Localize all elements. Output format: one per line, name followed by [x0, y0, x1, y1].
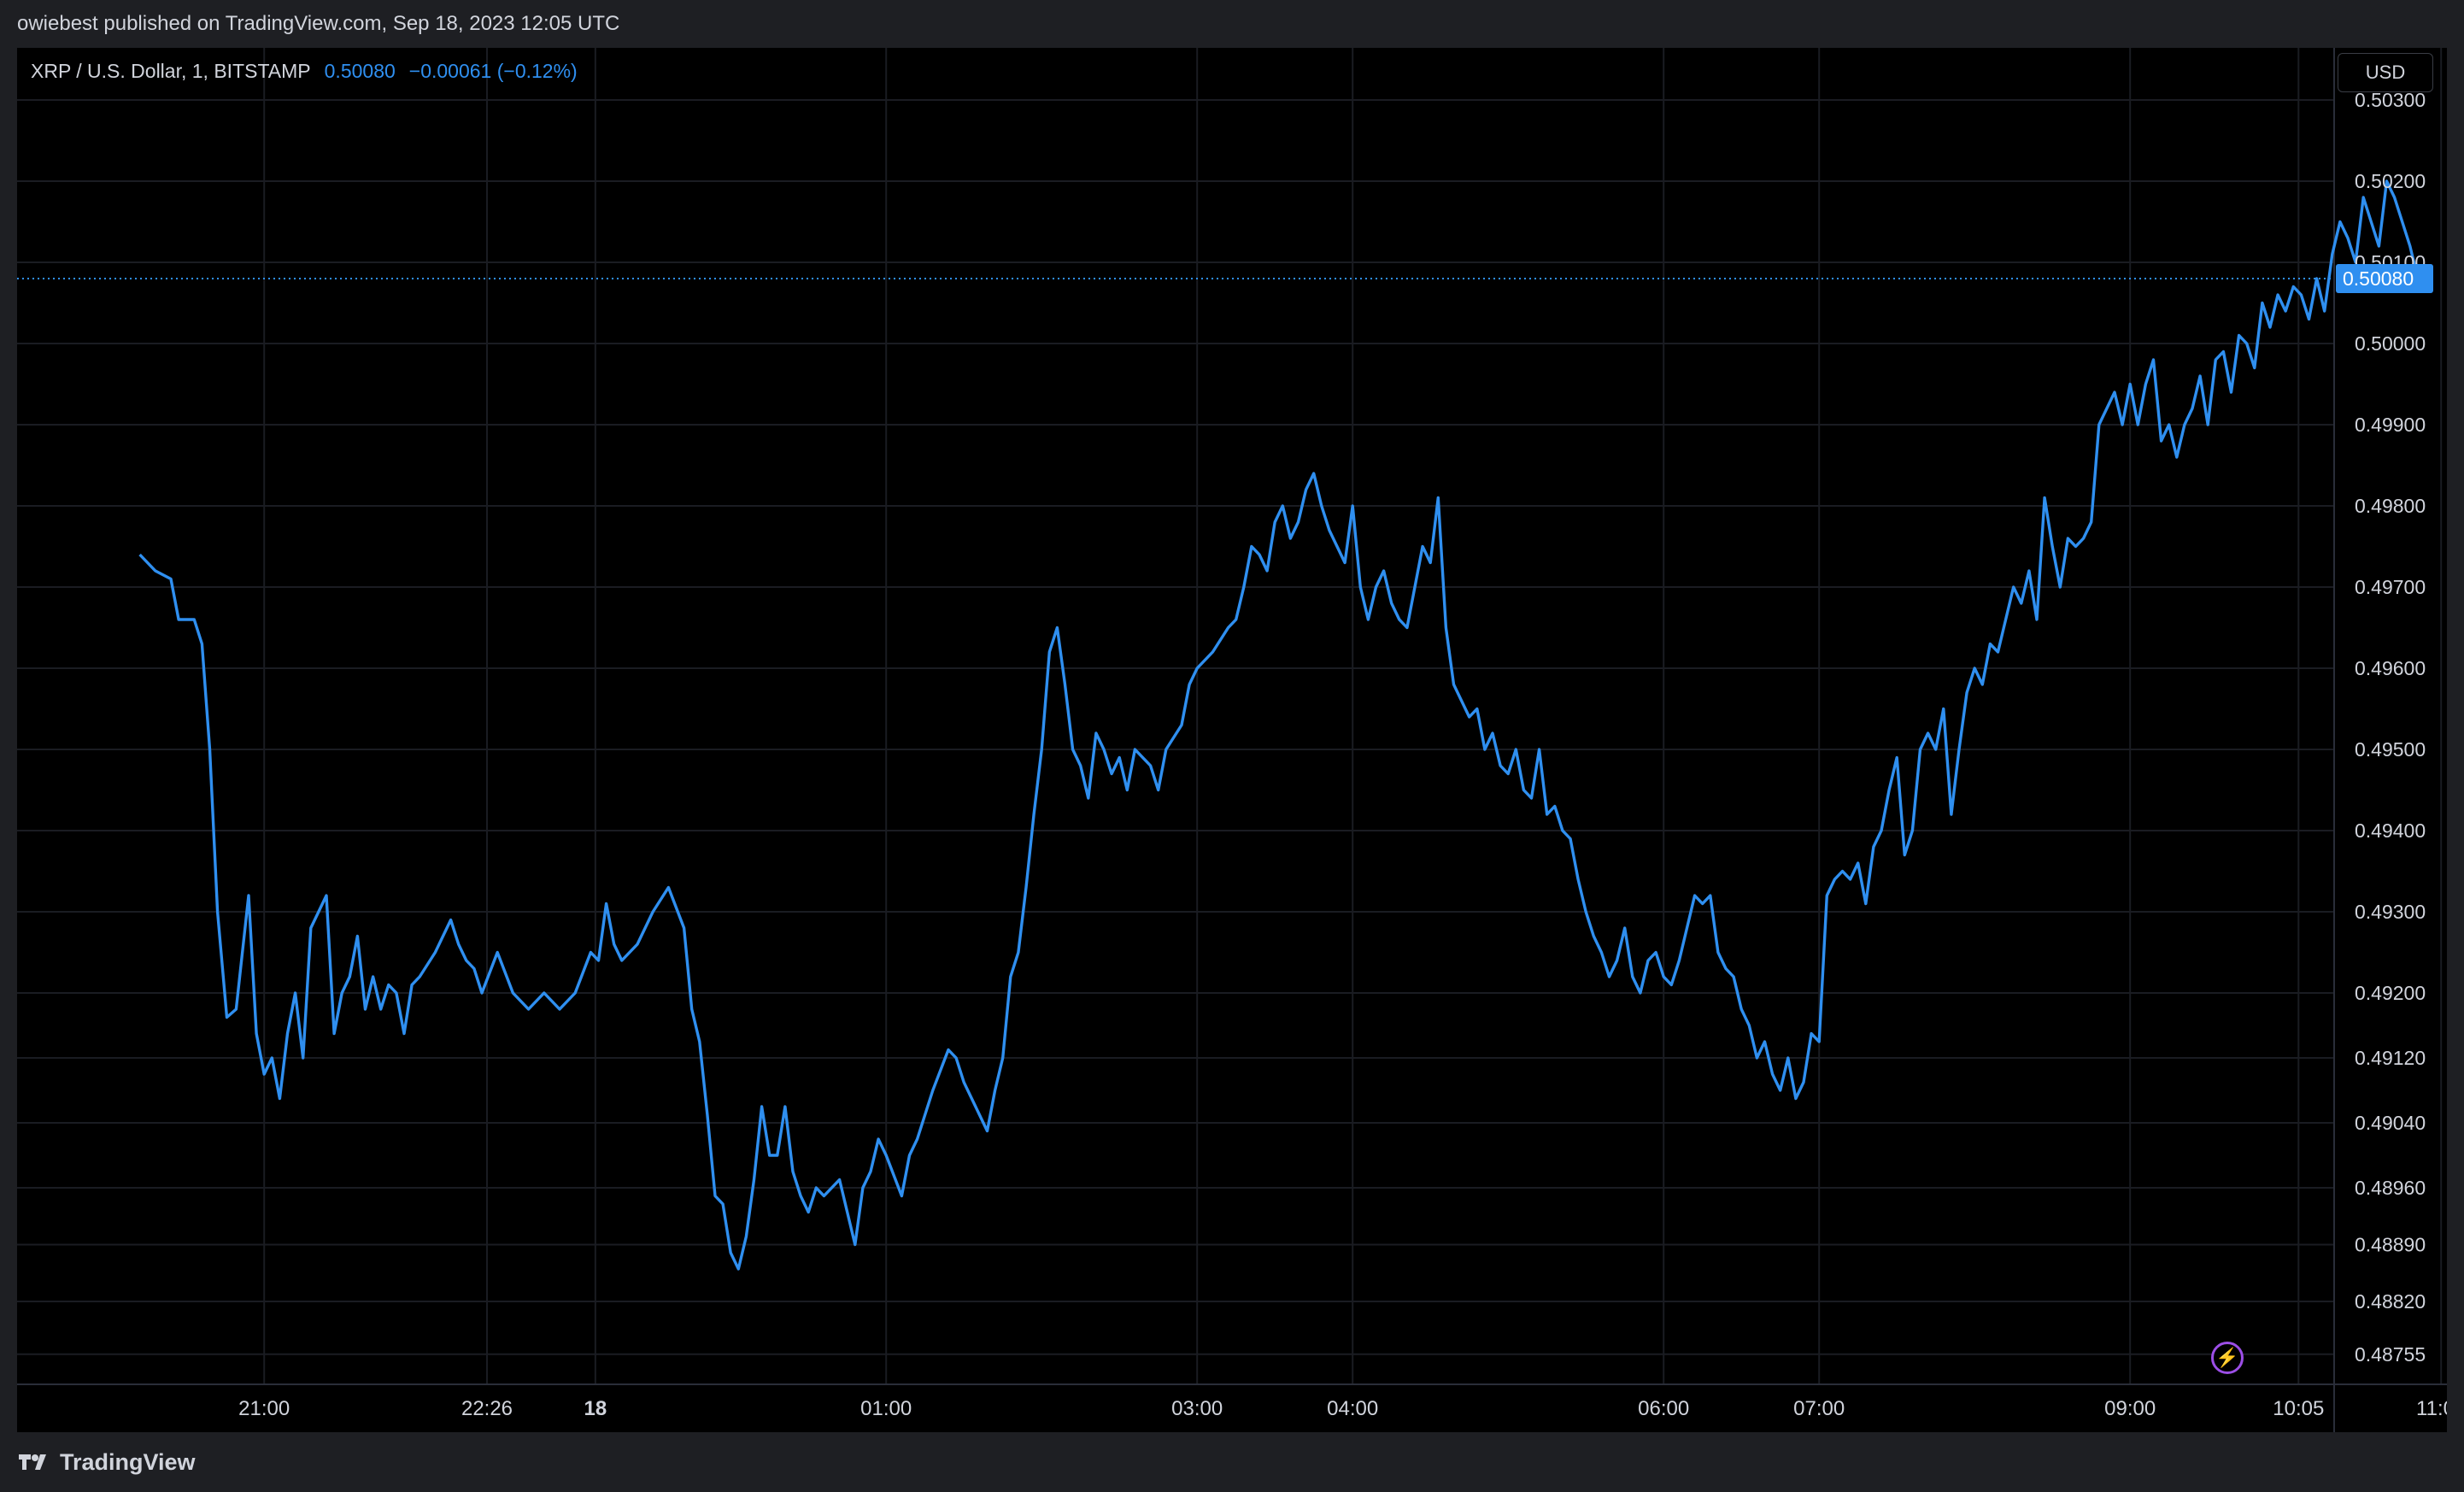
price-axis-label: 0.49900: [2355, 414, 2426, 436]
price-line-series[interactable]: [138, 179, 2420, 1271]
price-axis-label: 0.48820: [2355, 1290, 2426, 1313]
time-axis-label: 09:00: [2104, 1397, 2156, 1420]
price-axis-label: 0.49500: [2355, 738, 2426, 761]
time-axis-label: 01:00: [860, 1397, 912, 1420]
publisher-text: owiebest published on TradingView.com, S…: [17, 12, 620, 35]
time-axis-label: 22:26: [461, 1397, 513, 1420]
footer: TradingView: [0, 1432, 2464, 1492]
chart-area[interactable]: 0.50300 0.50200 0.50100 0.50000 0.49900 0.498…: [17, 48, 2447, 1432]
time-axis-label: 06:00: [1638, 1397, 1689, 1420]
symbol-legend: XRP / U.S. Dollar, 1, BITSTAMP 0.50080 −…: [31, 60, 578, 83]
price-chart[interactable]: 0.503000.502000.501000.500000.499000.498…: [17, 48, 2447, 1432]
symbol-title[interactable]: XRP / U.S. Dollar, 1, BITSTAMP: [31, 60, 311, 82]
publisher-header: owiebest published on TradingView.com, S…: [0, 0, 2464, 48]
price-axis-label: 0.48960: [2355, 1177, 2426, 1199]
last-price: 0.50080: [324, 60, 396, 82]
time-axis-label: 10:05: [2273, 1397, 2324, 1420]
time-axis-label: 03:00: [1171, 1397, 1223, 1420]
price-axis-label: 0.50000: [2355, 332, 2426, 355]
lightning-icon[interactable]: ⚡: [2211, 1342, 2244, 1374]
price-axis-label: 0.49700: [2355, 576, 2426, 598]
time-axis-label: 11:00: [2416, 1397, 2447, 1420]
currency-button[interactable]: USD: [2338, 53, 2433, 92]
time-axis-label: 18: [584, 1397, 607, 1420]
price-axis-label: 0.48755: [2355, 1343, 2426, 1366]
price-axis-label: 0.49800: [2355, 495, 2426, 517]
time-axis-label: 07:00: [1793, 1397, 1845, 1420]
price-change: −0.00061 (−0.12%): [408, 60, 578, 82]
time-axis-label: 04:00: [1327, 1397, 1378, 1420]
price-axis-label: 0.49120: [2355, 1047, 2426, 1069]
brand-name: TradingView: [60, 1448, 196, 1475]
tradingview-logo-icon: [19, 1454, 46, 1470]
price-axis-label: 0.49300: [2355, 901, 2426, 923]
last-price-badge: [2336, 264, 2433, 293]
tradingview-logo[interactable]: TradingView: [17, 1449, 196, 1476]
price-axis-label: 0.49200: [2355, 982, 2426, 1004]
price-axis-label: 0.50200: [2355, 170, 2426, 192]
price-axis-label: 0.49600: [2355, 657, 2426, 679]
time-axis-label: 21:00: [238, 1397, 290, 1420]
last-price-badge-label: 0.50080: [2343, 267, 2414, 290]
price-axis-label: 0.49040: [2355, 1112, 2426, 1134]
price-axis-label: 0.49400: [2355, 819, 2426, 842]
price-axis-label: 0.50300: [2355, 89, 2426, 111]
price-axis-label: 0.48890: [2355, 1234, 2426, 1256]
